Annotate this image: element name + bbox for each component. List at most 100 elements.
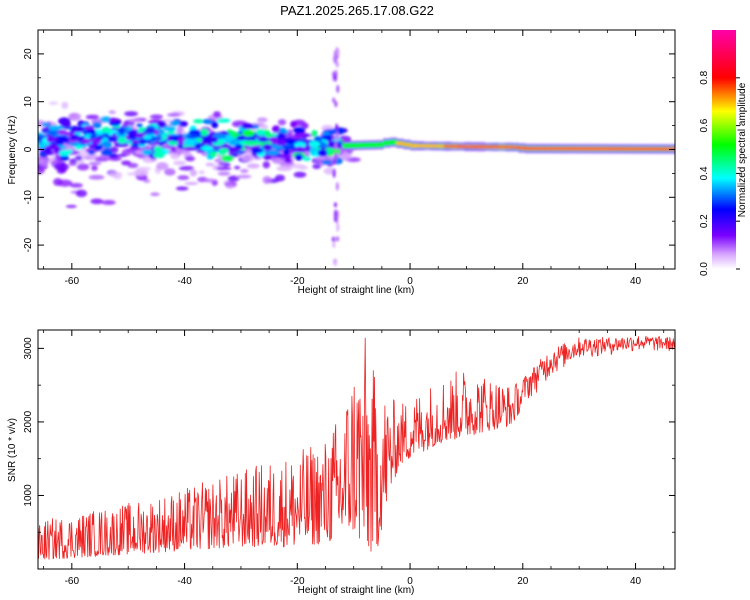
spectrogram-xtick-label: 0 — [407, 276, 413, 287]
spectrogram-cell — [335, 123, 339, 132]
snr-ytick-label: 3000 — [23, 337, 34, 360]
spectrogram-ridge-cell — [653, 147, 662, 151]
spectrogram-cell — [276, 165, 293, 172]
snr-ylabel: SNR (10 * v/v) — [7, 418, 18, 482]
spectrogram-cell — [59, 149, 70, 157]
spectrogram-cell — [262, 161, 270, 169]
spectrogram-cell — [100, 148, 113, 157]
spectrogram-ridge-cell — [443, 145, 452, 148]
spectrogram-cell — [131, 140, 141, 144]
spectrogram-cell — [211, 121, 219, 129]
spectrogram-cell — [275, 140, 286, 146]
spectrogram-ridge-cell — [369, 142, 378, 148]
spectrogram-cell — [54, 163, 70, 171]
spectrogram-cell — [176, 125, 184, 134]
spectrogram-cell — [274, 174, 286, 182]
spectrogram-ridge-cell — [646, 147, 655, 151]
spectrogram-ridge-cell — [572, 147, 580, 150]
spectrogram-xtick-label: 40 — [630, 276, 642, 287]
spectrogram-cell — [242, 129, 255, 137]
spectrogram-cell — [250, 147, 264, 154]
snr-xtick-label: -40 — [177, 576, 192, 587]
spectrogram-ridge-cell — [362, 142, 371, 148]
spectrogram-ridge-cell — [592, 147, 601, 150]
spectrogram-ridge-cell — [423, 144, 432, 148]
spectrogram-cell — [169, 120, 181, 126]
spectrogram-ytick-label: 10 — [23, 96, 34, 108]
spectrogram-ridge-cell — [619, 147, 628, 150]
spectrogram-cell — [90, 198, 104, 205]
spectrogram-cell — [204, 178, 215, 183]
spectrogram-cell — [311, 130, 318, 137]
spectrogram-cell — [271, 125, 281, 133]
spectrogram-cell — [136, 176, 148, 181]
spectrogram-cell — [58, 117, 71, 125]
spectrogram-cell — [202, 118, 213, 125]
spectrogram-cell — [241, 153, 256, 162]
spectrogram-cell — [234, 165, 241, 170]
spectrogram-cell — [227, 175, 240, 182]
spectrogram-ridge-cell — [538, 147, 547, 150]
spectrogram-cell — [76, 163, 90, 171]
spectrogram-cell — [85, 128, 96, 136]
spectrogram-ridge-cell — [660, 147, 668, 151]
spectrogram-cell — [334, 141, 338, 151]
spectrogram-cell — [321, 159, 332, 165]
spectrogram-cell — [61, 101, 69, 110]
spectrogram-cell — [157, 121, 167, 128]
spectrogram-ridge-cell — [342, 143, 350, 149]
spectrogram-cell — [277, 119, 287, 126]
spectrogram-ridge-cell — [403, 142, 411, 147]
snr-frame — [37, 329, 676, 570]
spectrogram-cell — [88, 150, 95, 155]
spectrogram-ridge-cell — [531, 147, 540, 150]
spectrogram-cell — [236, 135, 247, 141]
spectrogram-cell — [282, 144, 296, 150]
spectrogram-cell — [212, 111, 221, 118]
spectrogram-ridge-cell — [457, 145, 465, 148]
spectrogram-cell — [46, 137, 58, 142]
spectrogram-ridge-cell — [511, 146, 520, 149]
spectrogram-cell — [53, 149, 61, 154]
spectrogram-ridge-cell — [450, 145, 459, 148]
spectrogram-cell — [290, 120, 297, 128]
spectrogram-ridge-cell — [579, 147, 587, 150]
snr-xtick-label: -60 — [65, 576, 80, 587]
spectrogram-cell — [83, 125, 95, 130]
spectrogram-ytick-label: -20 — [23, 237, 34, 252]
colorbar-tick-label: 0.2 — [699, 214, 710, 228]
spectrogram-cell — [189, 169, 197, 177]
spectrogram-cell — [332, 242, 336, 248]
colorbar-ticks: 0.0 0.2 0.4 0.6 0.8 — [699, 70, 740, 276]
colorbar-tick-label: 0.6 — [699, 118, 710, 132]
spectrogram-cell — [266, 149, 280, 156]
spectrogram-ridge-cell — [470, 145, 479, 148]
snr-xtick-label: -20 — [290, 576, 305, 587]
spectrogram-cell — [255, 128, 267, 136]
spectrogram-cell — [173, 160, 187, 166]
spectrogram-cell — [217, 171, 231, 176]
spectrogram-cell — [153, 151, 165, 159]
spectrogram-cell — [141, 149, 154, 155]
spectrogram-cell — [294, 153, 303, 161]
spectrogram-cell — [164, 168, 176, 176]
spectrogram-cell — [161, 135, 168, 140]
snr-ytick-label: 2000 — [23, 410, 34, 433]
spectrogram-cell — [216, 166, 232, 171]
spectrogram-cell — [271, 157, 287, 165]
spectrogram-cell — [332, 168, 336, 178]
spectrogram-cell — [312, 163, 321, 170]
spectrogram-cell — [269, 136, 279, 144]
spectrogram-cell — [177, 175, 190, 181]
spectrogram-cell — [294, 141, 307, 148]
spectrogram-cell — [77, 126, 86, 131]
spectrogram-cell — [179, 120, 188, 127]
spectrogram-ridge-cell — [396, 141, 405, 146]
spectrogram-cell — [143, 179, 151, 183]
spectrogram-cell — [144, 128, 156, 133]
spectrogram-cell — [333, 50, 337, 59]
spectrogram-cell — [44, 150, 54, 156]
spectrogram-cell — [127, 162, 139, 169]
spectrogram-ridge-cell — [640, 147, 648, 151]
colorbar-tick-label: 0.4 — [699, 166, 710, 180]
